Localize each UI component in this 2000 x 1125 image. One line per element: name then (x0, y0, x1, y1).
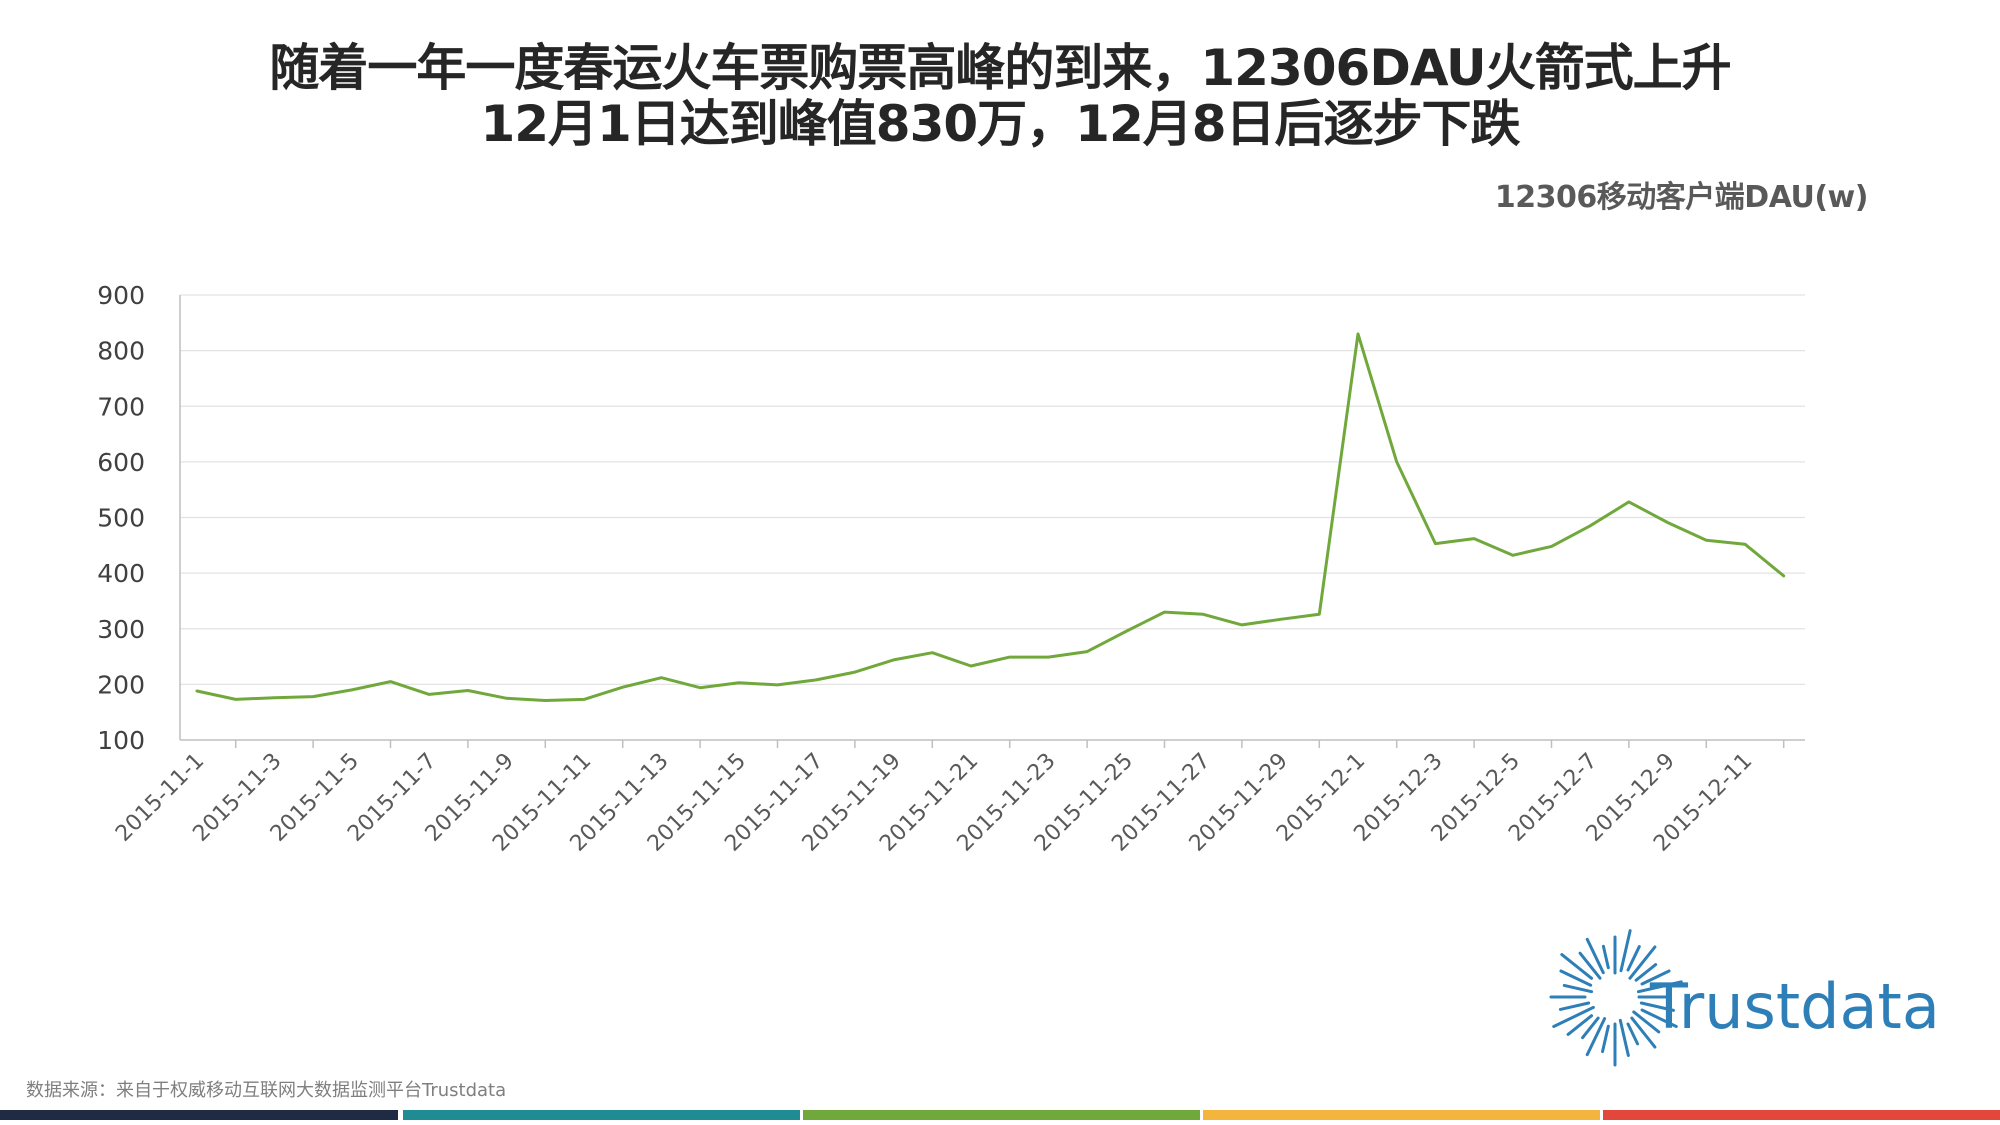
slide-title: 随着一年一度春运火车票购票高峰的到来，12306DAU火箭式上升 12月1日达到… (0, 40, 2000, 152)
y-tick-label: 900 (97, 281, 145, 310)
y-tick-label: 100 (97, 726, 145, 755)
footer-bar (403, 1110, 800, 1120)
logo-ray (1562, 983, 1594, 994)
logo-ray (1560, 953, 1594, 980)
y-tick-label: 800 (97, 337, 145, 366)
footer-bar (803, 1110, 1200, 1120)
logo-ray (1601, 944, 1610, 970)
y-tick-label: 300 (97, 615, 145, 644)
chart-axes (179, 295, 1805, 748)
dau-line-chart: 100 200 300 400 500 600 700 800 900 2015-11-1201… (97, 281, 1805, 857)
y-tick-label: 200 (97, 670, 145, 699)
grid-lines (180, 294, 1805, 685)
logo-ray (1626, 945, 1641, 972)
logo-ray (1566, 1014, 1594, 1036)
logo-ray (1558, 1001, 1591, 1011)
y-tick-label: 500 (97, 504, 145, 533)
y-axis-tick-labels: 100 200 300 400 500 600 700 800 900 (97, 281, 145, 755)
y-tick-label: 700 (97, 392, 145, 421)
logo-ray (1632, 1010, 1661, 1034)
logo-ray (1640, 969, 1671, 986)
logo-ray (1634, 963, 1658, 982)
logo-text: Trustdata (1649, 970, 1940, 1043)
logo-ray (1639, 1001, 1675, 1012)
logo-ray (1585, 937, 1605, 975)
y-tick-label: 400 (97, 559, 145, 588)
logo-ray (1585, 1017, 1607, 1057)
footer-bar (1203, 1110, 1600, 1120)
logo-ray (1559, 969, 1593, 987)
logo-ray (1581, 1016, 1600, 1040)
logo-ray (1640, 1008, 1678, 1029)
logo-ray (1628, 945, 1657, 980)
logo-ray (1636, 980, 1683, 994)
footer-color-bars (0, 1110, 2000, 1120)
chart-title: 12306移动客户端DAU(w) (1494, 180, 1869, 215)
series-line-dau (195, 332, 1786, 702)
sunburst-icon (1549, 929, 1683, 1067)
logo-ray (1618, 1018, 1630, 1057)
x-axis-tick-labels: 2015-11-12015-11-32015-11-52015-11-72015… (111, 749, 1757, 857)
trustdata-logo: Trustdata (1549, 929, 1940, 1067)
logo-ray (1630, 1016, 1657, 1049)
logo-ray (1619, 929, 1632, 973)
footer-bar (1603, 1110, 2000, 1120)
slide-title-line-2: 12月1日达到峰值830万，12月8日后逐步下跌 (480, 95, 1520, 153)
logo-ray (1626, 1022, 1640, 1046)
slide-title-line-1: 随着一年一度春运火车票购票高峰的到来，12306DAU火箭式上升 (269, 39, 1731, 97)
y-tick-label: 600 (97, 448, 145, 477)
footer-bar (0, 1110, 398, 1120)
logo-ray (1601, 1024, 1610, 1054)
logo-ray (1552, 1005, 1595, 1029)
series-group (195, 332, 1786, 702)
data-source-note: 数据来源：来自于权威移动互联网大数据监测平台Trustdata (26, 1080, 507, 1101)
logo-ray (1578, 951, 1602, 980)
